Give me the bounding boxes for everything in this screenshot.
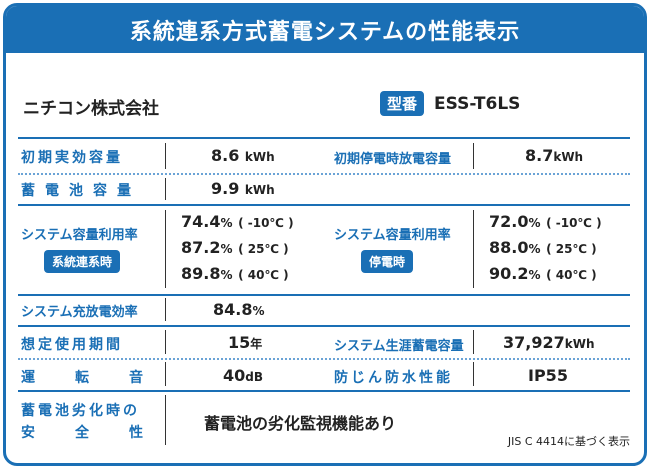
standard-note: JIS C 4414に基づく表示: [507, 435, 630, 448]
noise-value: 40dB: [223, 366, 264, 385]
waterproof-label: 防じん防水性能: [334, 370, 453, 386]
utilization-outage-label: システム容量利用率: [334, 228, 451, 243]
column-separator: [165, 395, 166, 445]
model-value: ESS-T6LS: [434, 93, 521, 114]
utilization-outage-value: 88.0% ( 25℃ ): [489, 238, 597, 257]
model-number: 型番 ESS-T6LS: [380, 91, 520, 116]
performance-label-card: 系統連系方式蓄電システムの性能表示 ニチコン株式会社 型番 ESS-T6LS 初…: [3, 3, 647, 466]
lifetime-storage-value: 37,927kWh: [503, 333, 595, 352]
battery-capacity-value: 9.9 kWh: [211, 179, 275, 198]
divider: [18, 137, 630, 139]
utilization-grid-value: 74.4% ( -10℃ ): [181, 212, 294, 231]
initial-capacity-value: 8.6 kWh: [211, 146, 275, 165]
column-separator: [165, 362, 166, 386]
divider: [18, 358, 630, 360]
lifetime-storage-label: システム生涯蓄電容量: [334, 339, 464, 354]
degradation-safety-label-line2: 安全性: [21, 425, 183, 441]
manufacturer-name: ニチコン株式会社: [23, 99, 159, 119]
noise-label: 運転音: [21, 370, 183, 386]
divider: [18, 204, 630, 206]
column-separator: [473, 143, 474, 169]
column-separator: [473, 330, 474, 354]
outage-discharge-value: 8.7kWh: [525, 146, 584, 165]
column-separator: [165, 330, 166, 354]
charge-efficiency-value: 84.8%: [213, 300, 265, 319]
utilization-outage-value: 90.2% ( 40℃ ): [489, 264, 597, 283]
expected-life-value: 15年: [228, 333, 263, 352]
waterproof-value: IP55: [528, 366, 568, 385]
utilization-grid-value: 87.2% ( 25℃ ): [181, 238, 289, 257]
column-separator: [165, 298, 166, 321]
model-badge: 型番: [380, 91, 425, 116]
battery-capacity-label: 蓄電池容量: [21, 183, 141, 199]
divider: [18, 294, 630, 296]
column-separator: [473, 210, 474, 288]
utilization-grid-label: システム容量利用率: [21, 228, 138, 243]
grid-mode-badge: 系統連系時: [44, 250, 121, 273]
initial-capacity-label: 初期実効容量: [21, 150, 123, 166]
divider: [18, 325, 630, 327]
degradation-safety-label-line1: 蓄電池劣化時の: [21, 403, 140, 419]
expected-life-label: 想定使用期間: [21, 337, 123, 353]
divider: [18, 173, 630, 175]
charge-efficiency-label: システム充放電効率: [21, 305, 138, 320]
column-separator: [165, 143, 166, 169]
utilization-grid-value: 89.8% ( 40℃ ): [181, 264, 289, 283]
divider: [18, 390, 630, 392]
outage-discharge-label: 初期停電時放電容量: [334, 152, 452, 167]
degradation-safety-value: 蓄電池の劣化監視機能あり: [204, 414, 397, 433]
page-title: 系統連系方式蓄電システムの性能表示: [6, 6, 644, 53]
utilization-outage-value: 72.0% ( -10℃ ): [489, 212, 602, 231]
column-separator: [165, 178, 166, 200]
column-separator: [165, 210, 166, 288]
outage-mode-badge: 停電時: [361, 250, 414, 273]
column-separator: [473, 362, 474, 386]
